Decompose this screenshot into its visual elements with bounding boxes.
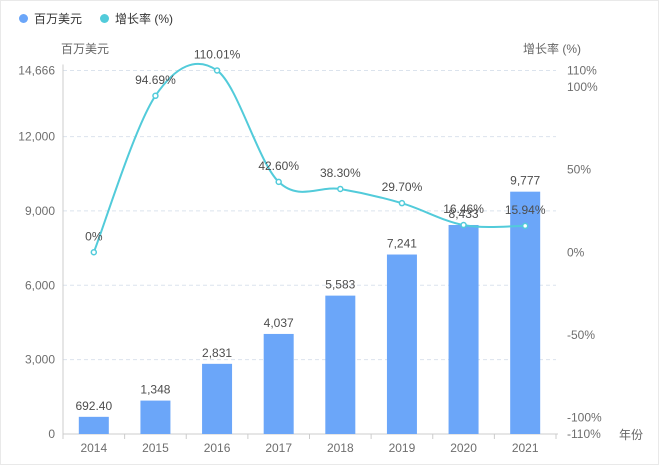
year-label: 2021 bbox=[512, 441, 539, 455]
bar-value-label: 4,037 bbox=[264, 316, 294, 330]
line-point-2015[interactable] bbox=[152, 92, 159, 100]
left-tick-label: 6,000 bbox=[25, 278, 55, 292]
year-label: 2014 bbox=[80, 441, 107, 455]
year-label: 2015 bbox=[142, 441, 169, 455]
line-value-label: 16.46% bbox=[443, 202, 484, 216]
left-tick-label: 14,666 bbox=[18, 64, 55, 78]
bar-2017[interactable] bbox=[263, 333, 294, 434]
line-value-label: 110.01% bbox=[194, 47, 241, 61]
line-value-label: 42.60% bbox=[258, 159, 299, 173]
bar-value-label: 7,241 bbox=[387, 237, 417, 251]
left-tick-label: 12,000 bbox=[18, 130, 55, 144]
line-value-label: 38.30% bbox=[320, 166, 361, 180]
bar-value-label: 2,831 bbox=[202, 346, 232, 360]
line-point-2016[interactable] bbox=[213, 67, 221, 74]
revenue-series-swatch-icon bbox=[19, 14, 28, 23]
line-point-2019[interactable] bbox=[398, 199, 406, 207]
growth-series-swatch-icon bbox=[100, 14, 110, 23]
year-label: 2018 bbox=[327, 441, 354, 455]
bar-value-label: 9,777 bbox=[510, 174, 540, 188]
bar-value-label: 8,433 bbox=[449, 207, 479, 221]
line-value-label: 29.70% bbox=[382, 180, 423, 194]
left-tick-label: 9,000 bbox=[25, 204, 55, 218]
line-value-label: 94.69% bbox=[135, 73, 176, 87]
bar-2014[interactable] bbox=[78, 416, 109, 434]
right-tick-label: 110% bbox=[567, 64, 597, 78]
bar-2018[interactable] bbox=[325, 295, 356, 434]
bar-2019[interactable] bbox=[386, 254, 417, 434]
bar-2021[interactable] bbox=[510, 191, 541, 434]
bar-value-label: 692.40 bbox=[75, 399, 112, 413]
line-point-2014[interactable] bbox=[90, 249, 98, 256]
line-value-label: 15.94% bbox=[505, 203, 546, 217]
year-label: 2017 bbox=[265, 441, 292, 455]
bar-2016[interactable] bbox=[202, 363, 233, 434]
legend: 百万美元 增长率 (%) bbox=[19, 10, 173, 27]
line-point-2020[interactable] bbox=[460, 221, 467, 229]
legend-item-revenue[interactable]: 百万美元 bbox=[19, 10, 82, 27]
right-tick-label: -110% bbox=[567, 427, 601, 441]
right-tick-label: 50% bbox=[567, 163, 591, 177]
bar-2020[interactable] bbox=[448, 224, 479, 434]
right-tick-label: 0% bbox=[567, 245, 585, 259]
legend-label-revenue: 百万美元 bbox=[34, 12, 83, 26]
line-point-2018[interactable] bbox=[337, 185, 344, 193]
legend-item-growth[interactable]: 增长率 (%) bbox=[100, 10, 173, 27]
legend-label-growth: 增长率 (%) bbox=[115, 12, 174, 26]
year-label: 2019 bbox=[389, 441, 416, 455]
line-point-2017[interactable] bbox=[275, 178, 282, 186]
left-tick-label: 0 bbox=[48, 427, 55, 441]
bar-value-label: 1,348 bbox=[140, 383, 170, 397]
x-axis-title: 年份 bbox=[619, 428, 644, 442]
line-value-label: 0% bbox=[85, 229, 103, 243]
bar-2015[interactable] bbox=[140, 400, 171, 434]
line-point-2021[interactable] bbox=[521, 222, 529, 230]
right-tick-label: -100% bbox=[567, 410, 602, 424]
right-tick-label: 100% bbox=[567, 80, 598, 94]
left-axis-title: 百万美元 bbox=[61, 42, 110, 56]
right-tick-label: -50% bbox=[567, 328, 595, 342]
bar-value-label: 5,583 bbox=[325, 278, 355, 292]
year-label: 2020 bbox=[450, 441, 477, 455]
left-tick-label: 3,000 bbox=[25, 353, 55, 367]
year-label: 2016 bbox=[204, 441, 231, 455]
right-axis-title: 增长率 (%) bbox=[523, 42, 581, 56]
